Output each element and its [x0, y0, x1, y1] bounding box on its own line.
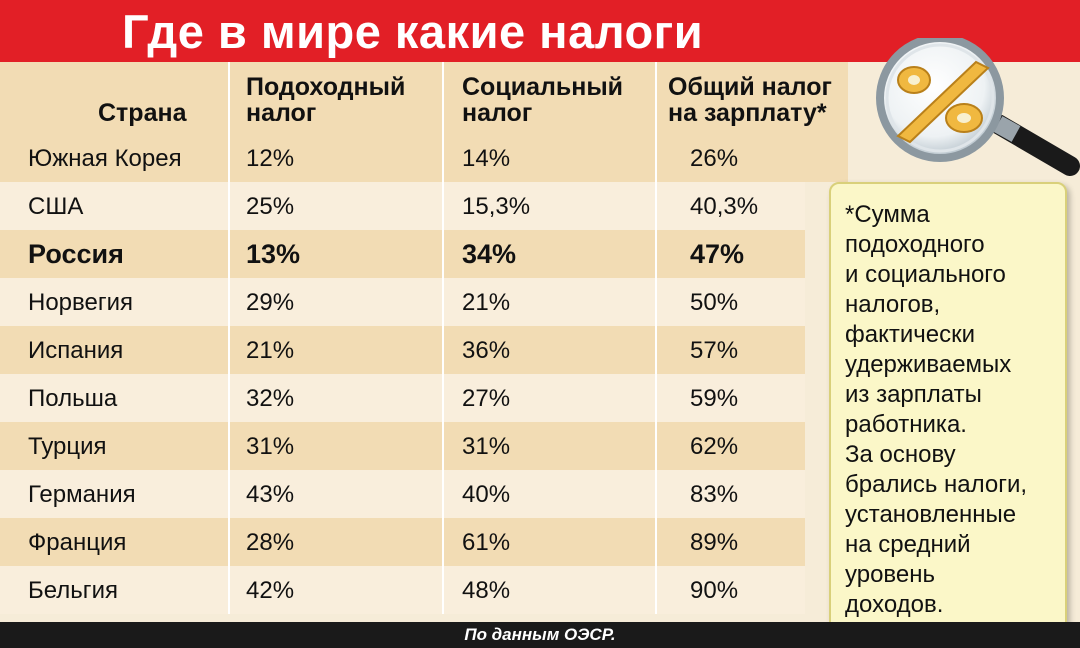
column-header: Общий налог на зарплату* — [668, 73, 832, 127]
social-cell: 31% — [462, 433, 511, 460]
table-row — [0, 566, 805, 614]
column-header: Социальный налог — [462, 73, 624, 127]
magnifier-percent-icon — [876, 38, 1080, 176]
social-cell: 61% — [462, 529, 511, 556]
country-cell: Франция — [28, 529, 127, 556]
column-divider — [228, 62, 230, 614]
column-divider — [655, 62, 657, 614]
country-cell: США — [28, 193, 84, 220]
social-cell: 48% — [462, 577, 511, 604]
income-cell: 31% — [246, 433, 295, 460]
table-row — [0, 230, 805, 278]
income-cell: 32% — [246, 385, 295, 412]
column-header: Подоходный налог — [246, 73, 406, 127]
table-row — [0, 518, 805, 566]
table-row — [0, 374, 805, 422]
table-row — [0, 326, 805, 374]
table-row — [0, 422, 805, 470]
table-row — [0, 134, 848, 182]
table-row — [0, 470, 805, 518]
income-cell: 25% — [246, 193, 295, 220]
income-cell: 29% — [246, 289, 295, 316]
country-cell: Бельгия — [28, 577, 118, 604]
tax-table: Страна Подоходный налог Социальный налог Об… — [0, 62, 1080, 622]
country-cell: Польша — [28, 385, 118, 412]
total-cell: 47% — [690, 239, 745, 269]
income-cell: 43% — [246, 481, 295, 508]
total-cell: 62% — [690, 433, 739, 460]
table-row — [0, 278, 805, 326]
title-banner: Где в мире какие налоги — [0, 0, 1080, 62]
social-cell: 15,3% — [462, 193, 531, 220]
column-divider — [442, 62, 444, 614]
table-row — [0, 182, 805, 230]
total-cell: 40,3% — [690, 193, 759, 220]
country-cell: Россия — [28, 239, 124, 269]
social-cell: 21% — [462, 289, 511, 316]
income-cell: 21% — [246, 337, 295, 364]
social-cell: 27% — [462, 385, 511, 412]
footnote-box: *Сумма подоходного и социального налогов… — [829, 182, 1067, 640]
income-cell: 13% — [246, 239, 301, 269]
country-cell: Турция — [28, 433, 107, 460]
total-cell: 26% — [690, 145, 739, 172]
page-title: Где в мире какие налоги — [122, 5, 704, 58]
social-cell: 40% — [462, 481, 511, 508]
income-cell: 12% — [246, 145, 295, 172]
column-header: Страна — [98, 99, 187, 127]
total-cell: 89% — [690, 529, 739, 556]
country-cell: Германия — [28, 481, 136, 508]
income-cell: 42% — [246, 577, 295, 604]
country-cell: Испания — [28, 337, 124, 364]
total-cell: 59% — [690, 385, 739, 412]
country-cell: Норвегия — [28, 289, 134, 316]
country-cell: Южная Корея — [28, 145, 182, 172]
social-cell: 36% — [462, 337, 511, 364]
source-text: По данным ОЭСР. — [464, 625, 616, 644]
total-cell: 83% — [690, 481, 739, 508]
income-cell: 28% — [246, 529, 295, 556]
social-cell: 34% — [462, 239, 517, 269]
header-row — [0, 62, 848, 134]
total-cell: 57% — [690, 337, 739, 364]
footnote-text: *Сумма подоходного и социального налогов… — [845, 201, 1028, 618]
total-cell: 50% — [690, 289, 739, 316]
total-cell: 90% — [690, 577, 739, 604]
source-bar: По данным ОЭСР. — [0, 622, 1080, 648]
social-cell: 14% — [462, 145, 511, 172]
